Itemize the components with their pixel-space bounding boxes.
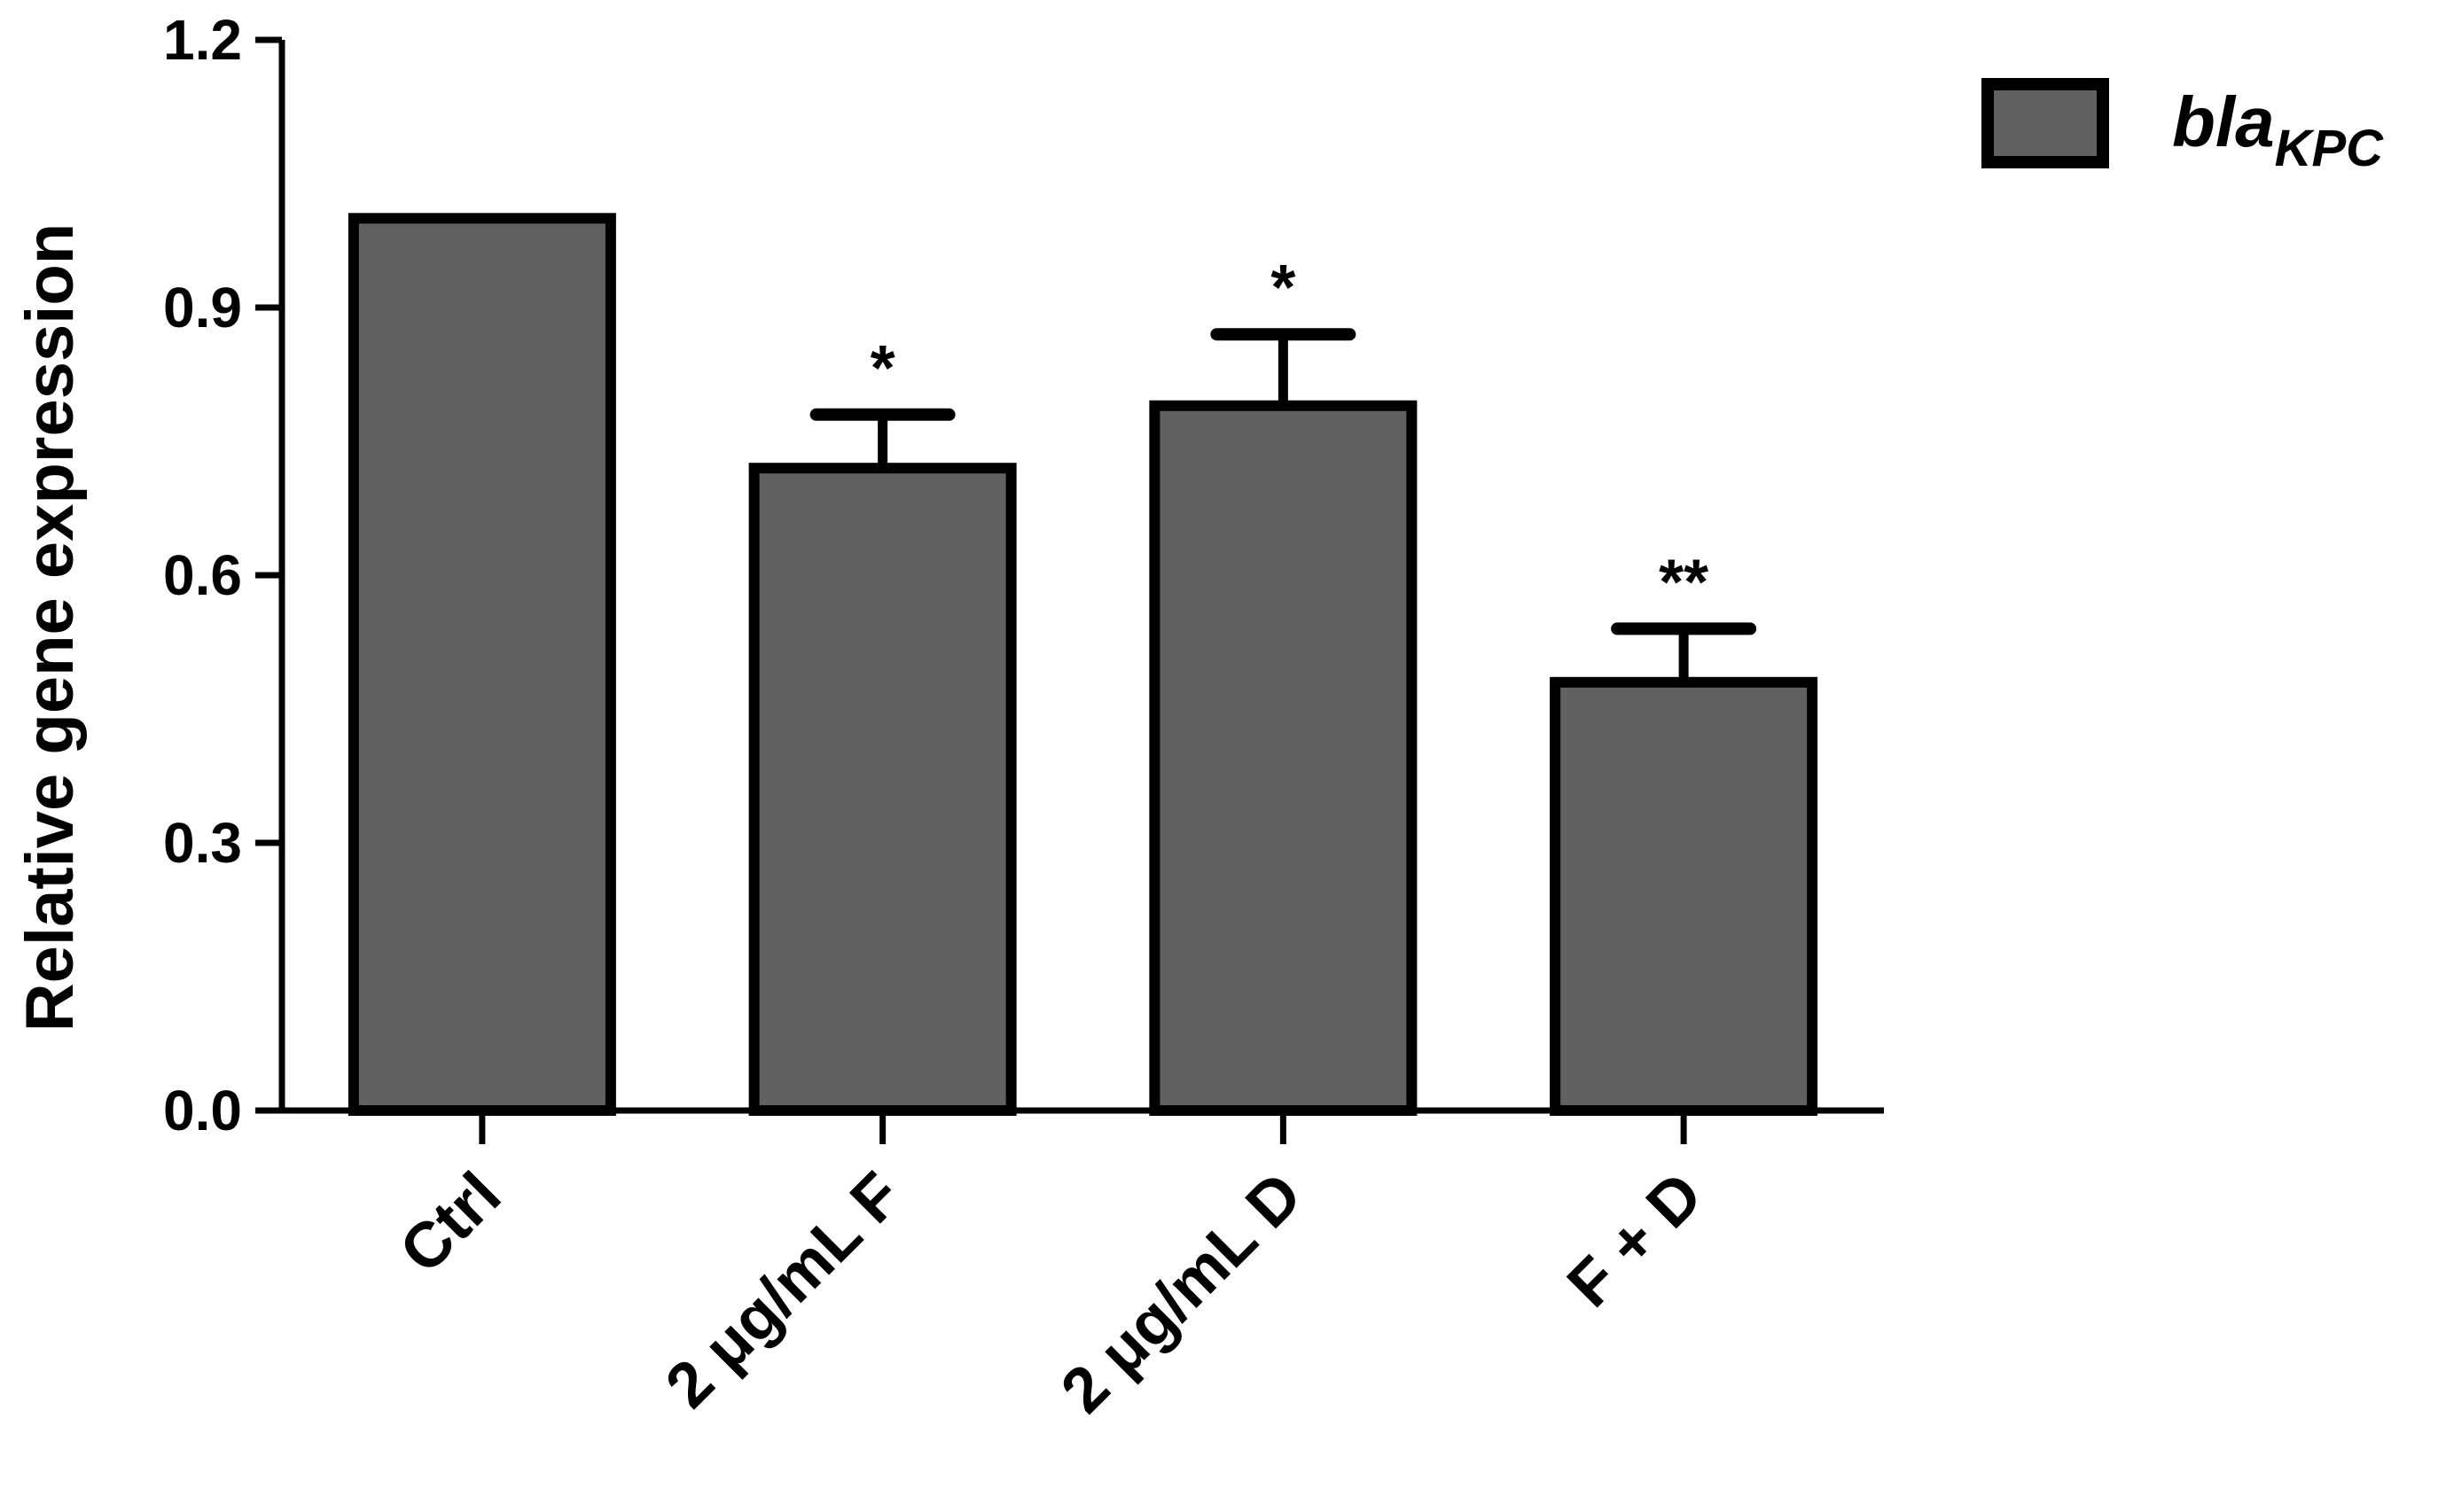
- legend-swatch: [1981, 78, 2109, 168]
- bar: [1550, 676, 1818, 1116]
- x-tick-label: 2 μg/mL D: [1048, 1159, 1316, 1427]
- x-tick-label: F + D: [1554, 1159, 1715, 1321]
- x-tick-label: Ctrl: [387, 1159, 514, 1287]
- significance-marker: **: [1659, 547, 1708, 618]
- significance-marker: *: [871, 333, 895, 404]
- significance-marker: *: [1270, 253, 1295, 323]
- y-tick-label: 1.2: [163, 8, 242, 72]
- y-tick-label: 0.0: [163, 1079, 242, 1142]
- bar: [348, 213, 616, 1117]
- legend-label-subscript: KPC: [2275, 120, 2385, 177]
- bar: [1149, 400, 1418, 1116]
- y-tick-label: 0.3: [163, 811, 242, 875]
- legend-label-main: bla: [2172, 82, 2275, 161]
- legend-label: blaKPC: [2172, 82, 2384, 177]
- bar: [748, 463, 1017, 1116]
- y-tick-label: 0.9: [163, 276, 242, 339]
- y-tick-label: 0.6: [163, 543, 242, 607]
- x-tick-label: 2 μg/mL F: [652, 1159, 915, 1422]
- y-axis-title: Relative gene expression: [12, 223, 88, 1032]
- bars: [348, 213, 1818, 1117]
- legend: blaKPC: [1981, 78, 2384, 177]
